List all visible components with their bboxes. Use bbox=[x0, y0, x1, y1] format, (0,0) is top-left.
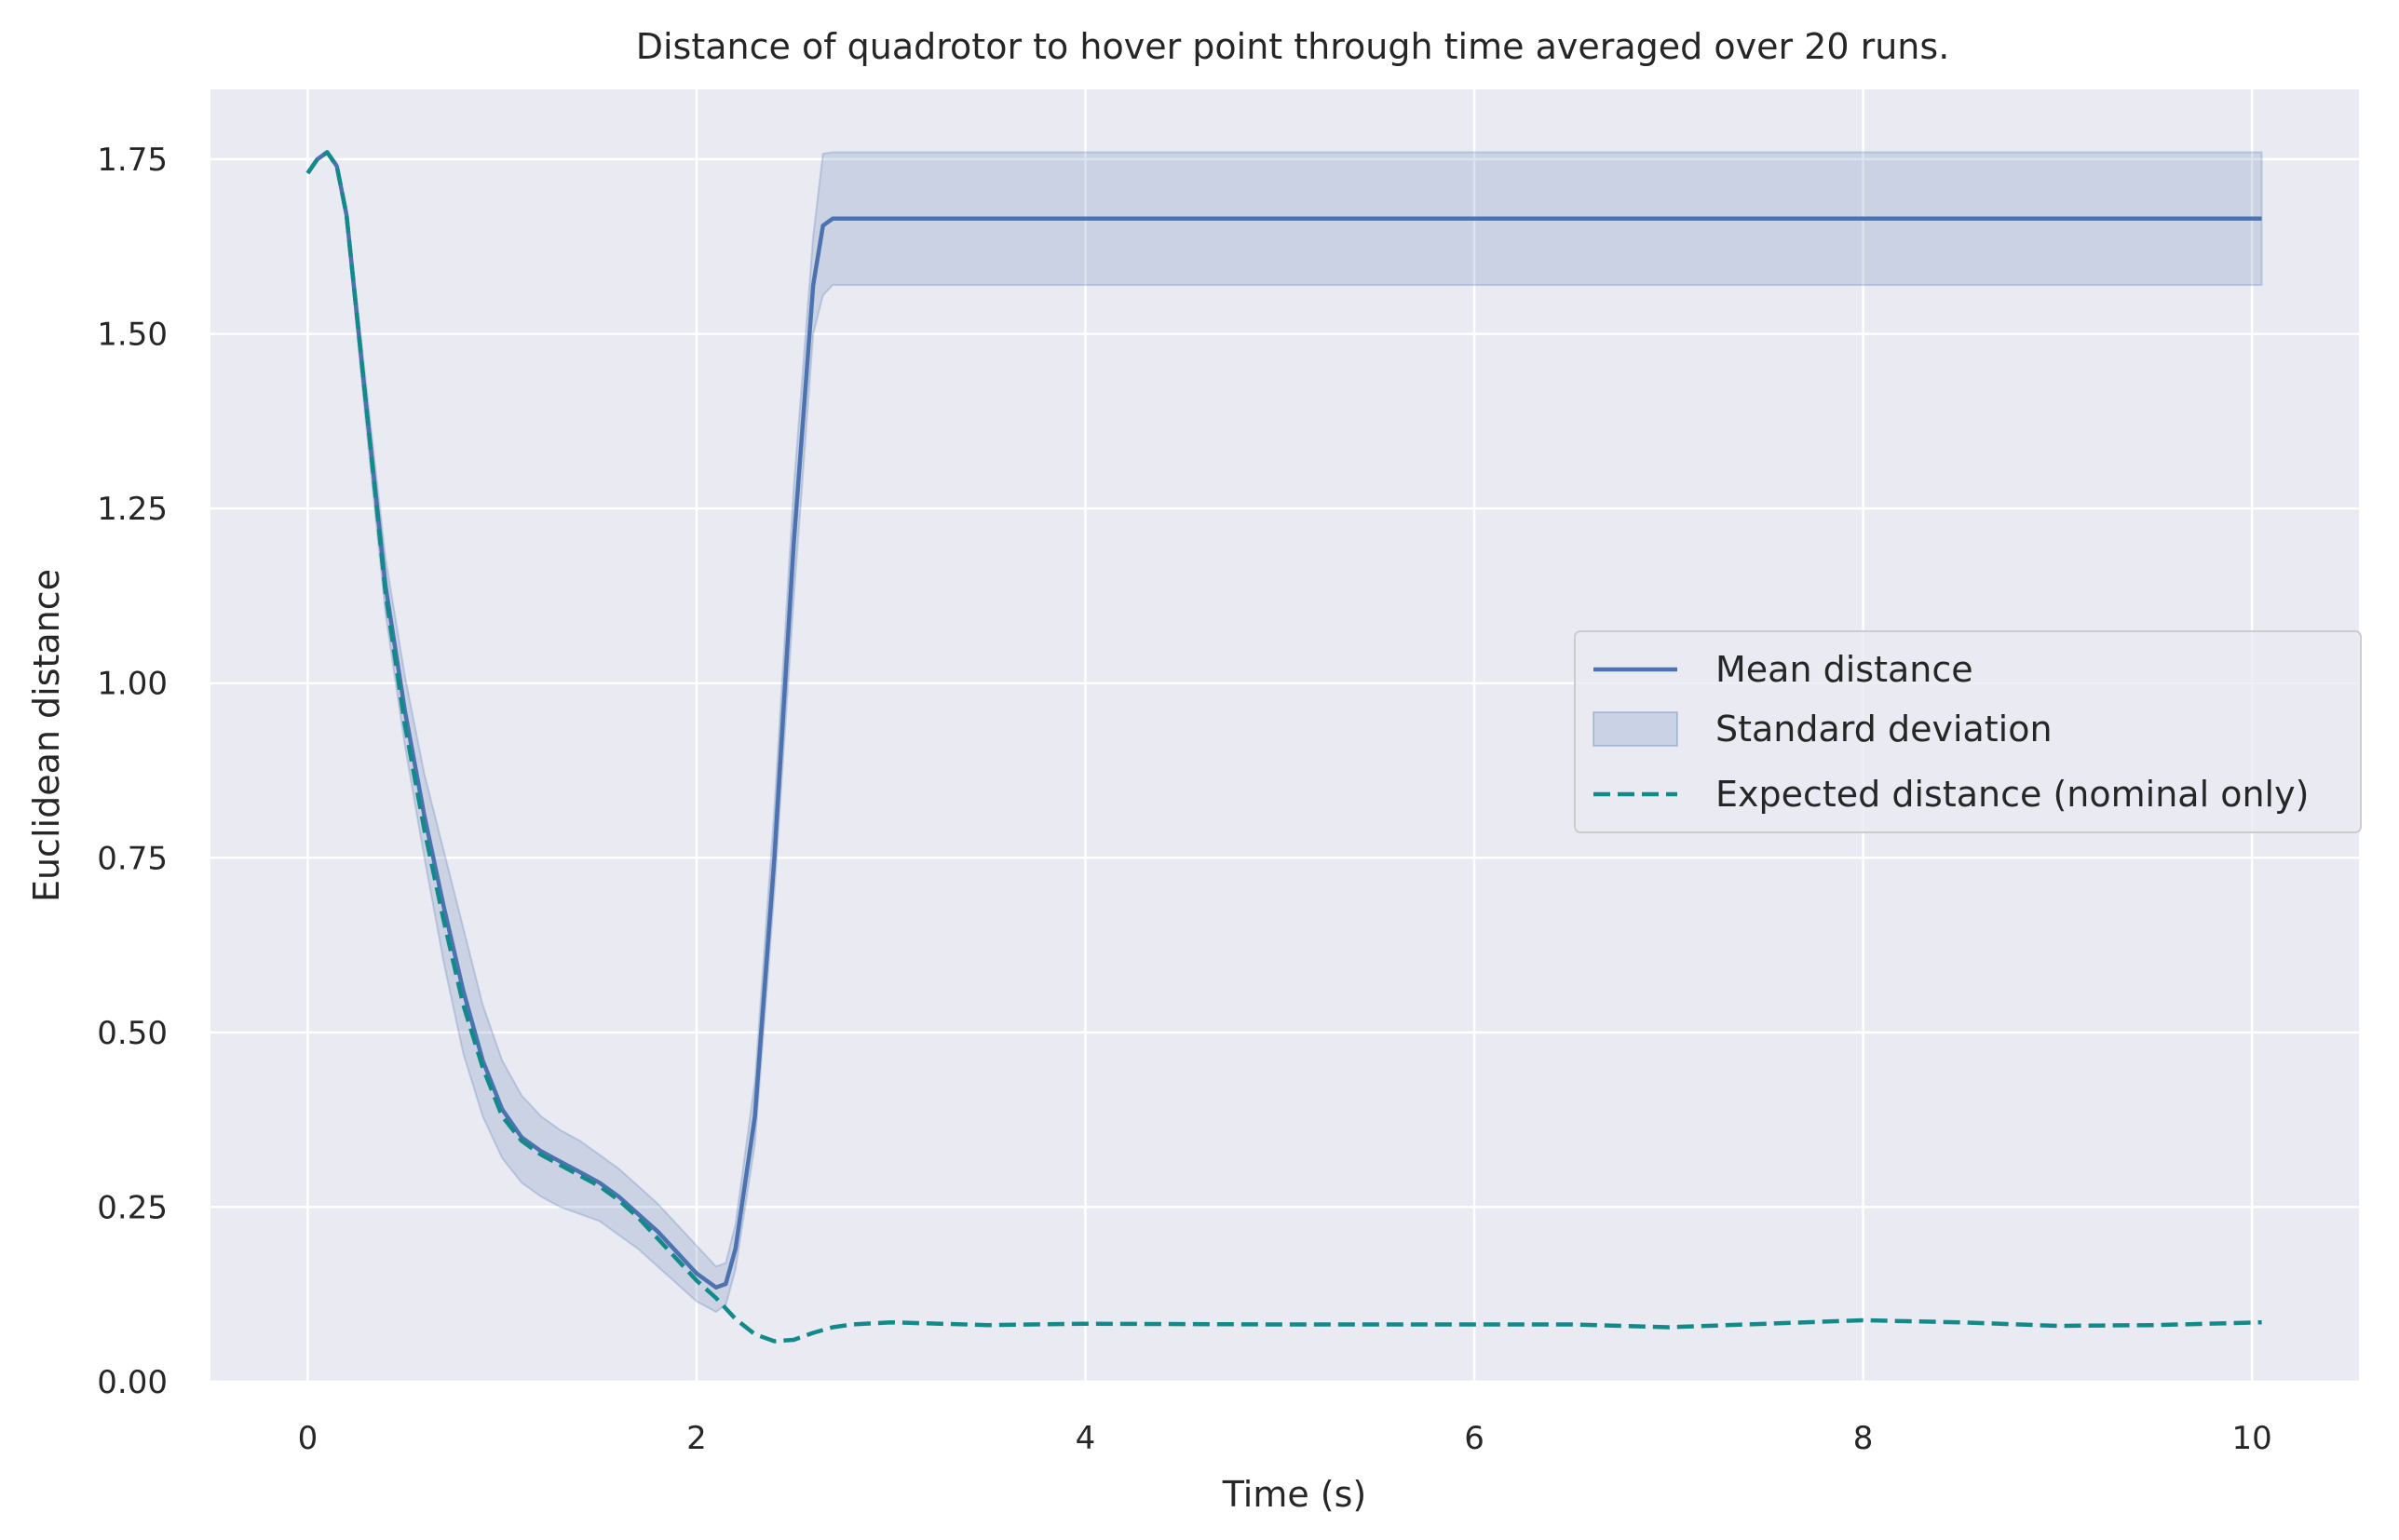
y-tick-label: 1.25 bbox=[97, 491, 168, 528]
x-axis-title: Time (s) bbox=[1222, 1474, 1367, 1515]
y-tick-label: 0.75 bbox=[97, 840, 168, 877]
grid-lines bbox=[210, 89, 2359, 1384]
y-tick-label: 0.25 bbox=[97, 1189, 168, 1226]
legend-label-std: Standard deviation bbox=[1715, 709, 2053, 750]
x-tick-label: 0 bbox=[298, 1420, 319, 1457]
legend-label-mean: Mean distance bbox=[1715, 649, 1973, 690]
legend: Mean distance Standard deviation Expecte… bbox=[1574, 630, 2362, 833]
y-axis-title: Euclidean distance bbox=[26, 569, 67, 902]
y-tick-label: 0.00 bbox=[97, 1364, 168, 1401]
legend-swatch-std bbox=[1593, 711, 1678, 747]
y-tick-labels: 0.00 0.25 0.50 0.75 1.00 1.25 1.50 1.75 bbox=[97, 142, 168, 1401]
x-tick-label: 6 bbox=[1464, 1420, 1484, 1457]
x-tick-labels: 0 2 4 6 8 10 bbox=[298, 1420, 2272, 1457]
y-tick-label: 1.50 bbox=[97, 317, 168, 354]
legend-label-expected: Expected distance (nominal only) bbox=[1715, 774, 2309, 815]
y-tick-label: 0.50 bbox=[97, 1015, 168, 1052]
mean-distance-line bbox=[305, 150, 2262, 1290]
x-tick-label: 8 bbox=[1853, 1420, 1874, 1457]
x-tick-label: 10 bbox=[2232, 1420, 2272, 1457]
x-tick-label: 4 bbox=[1076, 1420, 1096, 1457]
series-lines-layer bbox=[305, 150, 2262, 1344]
y-tick-label: 1.00 bbox=[97, 666, 168, 703]
legend-box bbox=[1574, 630, 2362, 833]
y-tick-label: 1.75 bbox=[97, 142, 168, 179]
chart-title: Distance of quadrotor to hover point thr… bbox=[636, 26, 1950, 67]
x-tick-label: 2 bbox=[686, 1420, 707, 1457]
